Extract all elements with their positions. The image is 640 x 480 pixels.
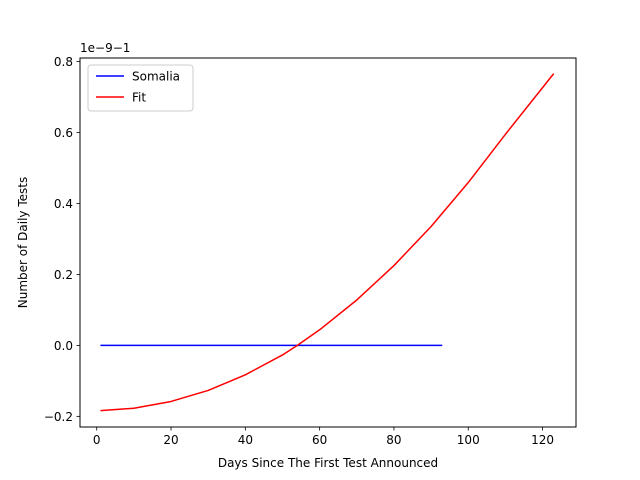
x-tick-label: 120	[531, 433, 554, 447]
x-tick-label: 0	[93, 433, 101, 447]
legend: Somalia Fit	[87, 64, 194, 112]
y-tick-label: 0.4	[54, 197, 73, 211]
x-axis-label: Days Since The First Test Announced	[218, 456, 438, 470]
x-tick-label: 100	[457, 433, 480, 447]
x-tick-label: 20	[163, 433, 178, 447]
x-tick-label: 60	[312, 433, 327, 447]
y-axis-offset-text: 1e−9−1	[80, 41, 130, 55]
x-axis-ticks: 0 20 40 60 80 100 120	[93, 427, 554, 447]
series-line-fit	[100, 73, 555, 412]
y-tick-label: −0.2	[44, 410, 73, 424]
y-tick-label: 0.8	[54, 55, 73, 69]
y-tick-label: 0.0	[54, 339, 73, 353]
plot-frame	[79, 57, 577, 428]
y-tick-label: 0.2	[54, 268, 73, 282]
x-tick-label: 40	[238, 433, 253, 447]
legend-label-somalia: Somalia	[132, 70, 180, 84]
x-tick-label: 80	[386, 433, 401, 447]
y-axis-ticks: −0.2 0.0 0.2 0.4 0.6 0.8	[44, 55, 80, 424]
y-tick-label: 0.6	[54, 126, 73, 140]
legend-label-fit: Fit	[132, 91, 146, 105]
y-axis-label: Number of Daily Tests	[16, 177, 30, 308]
series-layer	[100, 73, 555, 412]
